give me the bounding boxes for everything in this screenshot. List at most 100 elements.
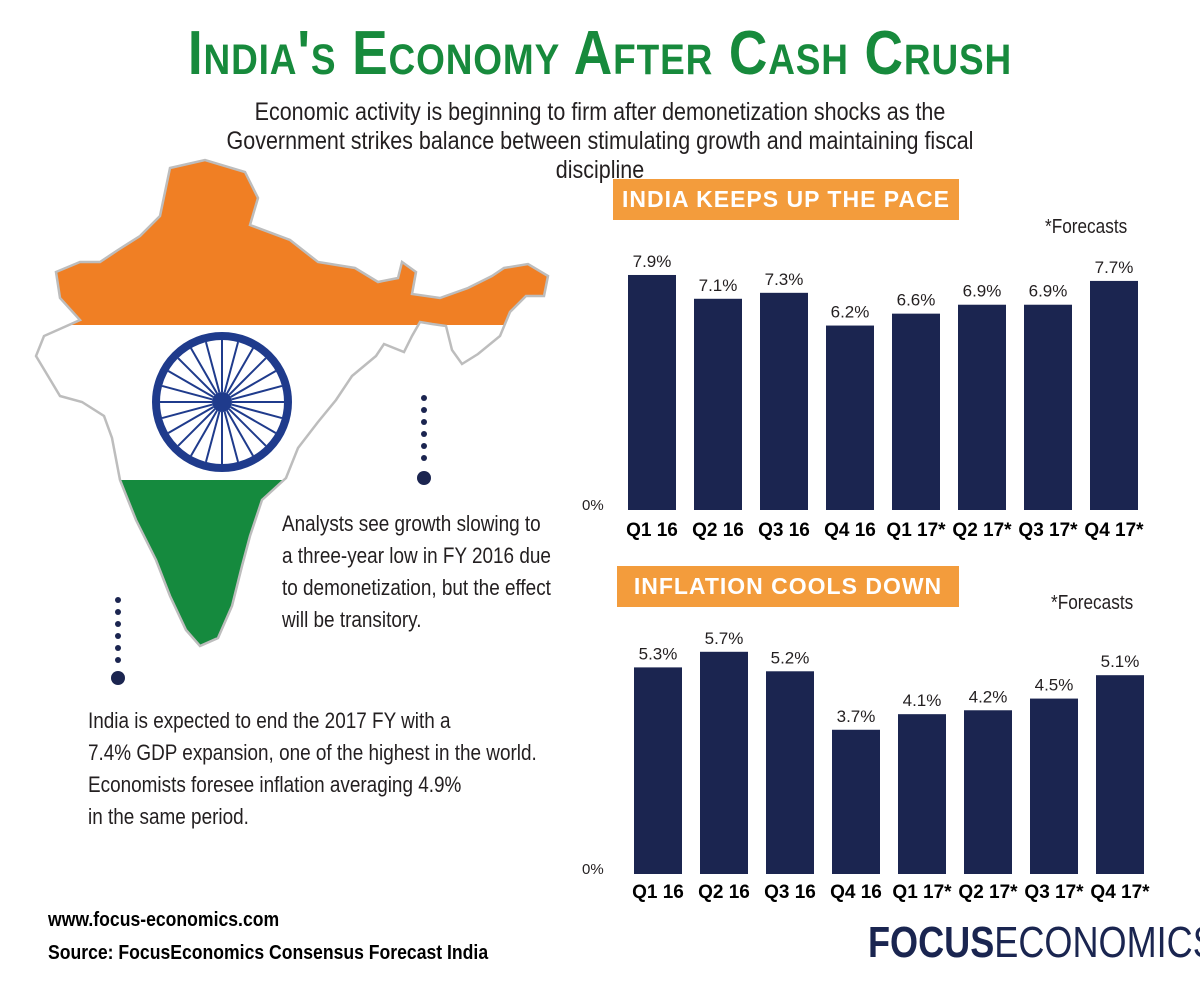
bar	[1090, 280, 1138, 510]
focuseconomics-logo: FOCUSECONOMICS	[868, 918, 1200, 968]
chakra-spoke	[190, 410, 218, 457]
connector-dots-left	[115, 597, 121, 663]
x-tick-label: Q1 16	[632, 882, 684, 903]
bar	[892, 313, 940, 510]
inflation-forecasts-note: *Forecasts	[1051, 592, 1134, 614]
bar	[826, 325, 874, 510]
logo-light-part: ECONOMICS	[994, 918, 1200, 967]
ashoka-chakra-icon	[152, 332, 292, 472]
bar-value-label: 4.1%	[903, 691, 942, 710]
bar-value-label: 7.1%	[699, 276, 738, 295]
bar	[832, 729, 880, 874]
chakra-spoke	[226, 347, 254, 394]
chakra-spoke	[190, 347, 218, 394]
page-title: India's Economy After Cash Crush	[187, 19, 1013, 88]
bar	[964, 710, 1012, 874]
bar-value-label: 5.3%	[639, 644, 678, 663]
footer-source: Source: FocusEconomics Consensus Forecas…	[48, 942, 489, 964]
growth-note-line: a three-year low in FY 2016 due	[282, 543, 551, 568]
bar	[628, 274, 676, 510]
y-axis-zero-label: 0%	[582, 497, 604, 514]
chakra-spoke	[230, 370, 277, 398]
inflation-chart-title: INFLATION COOLS DOWN	[617, 566, 959, 607]
chakra-spoke	[228, 357, 267, 396]
bar-value-label: 7.3%	[765, 270, 804, 289]
chakra-spoke	[231, 403, 283, 420]
chakra-spoke	[231, 384, 283, 401]
growth-note-line: to demonetization, but the effect	[282, 575, 551, 600]
chakra-spoke	[161, 403, 213, 420]
connector-dots-right	[417, 395, 431, 485]
bar	[694, 298, 742, 510]
logo-bold-part: FOCUS	[868, 918, 995, 967]
bar	[634, 667, 682, 874]
inflation-bar-chart: 0% 5.3% Q1 16 5.7% Q2 16 5.2% Q3 16 3.7% Q4 16 4.…	[582, 630, 1150, 903]
bar-value-label: 4.5%	[1035, 676, 1074, 695]
x-tick-label: Q3 16	[764, 882, 816, 903]
x-tick-label: Q1 17*	[892, 882, 952, 903]
x-tick-label: Q1 16	[626, 520, 678, 541]
chakra-spoke	[177, 357, 216, 396]
x-tick-label: Q3 16	[758, 520, 810, 541]
chakra-spoke	[223, 341, 240, 393]
x-tick-label: Q4 16	[830, 882, 882, 903]
bar-value-label: 5.1%	[1101, 652, 1140, 671]
bar-value-label: 6.9%	[963, 282, 1002, 301]
x-tick-label: Q2 17*	[958, 882, 1018, 903]
chakra-spoke	[228, 408, 267, 447]
x-tick-label: Q2 17*	[952, 520, 1012, 541]
growth-bar-chart: 0% 7.9% Q1 16 7.1% Q2 16 7.3% Q3 16 6.2% Q4 16 6.…	[582, 252, 1144, 541]
india-flag-map	[34, 158, 550, 663]
x-tick-label: Q2 16	[692, 520, 744, 541]
flag-saffron-band	[36, 160, 548, 325]
growth-note-line: Analysts see growth slowing to	[282, 511, 541, 536]
growth-note-line: will be transitory.	[282, 607, 422, 632]
bar	[898, 714, 946, 874]
chakra-spoke	[230, 406, 277, 434]
outlook-note-line: in the same period.	[88, 804, 249, 829]
bar	[1030, 698, 1078, 874]
chakra-spoke	[204, 341, 221, 393]
x-tick-label: Q2 16	[698, 882, 750, 903]
bar-value-label: 6.9%	[1029, 282, 1068, 301]
y-axis-zero-label: 0%	[582, 861, 604, 878]
chakra-spoke	[177, 408, 216, 447]
growth-note: Analysts see growth slowing to a three-y…	[282, 508, 551, 636]
bar-value-label: 7.7%	[1095, 258, 1134, 277]
x-tick-label: Q4 16	[824, 520, 876, 541]
bar-value-label: 4.2%	[969, 687, 1008, 706]
page-subtitle: Economic activity is beginning to firm a…	[226, 98, 974, 184]
footer-url[interactable]: www.focus-economics.com	[48, 909, 280, 931]
bar-value-label: 5.2%	[771, 648, 810, 667]
bar-value-label: 3.7%	[837, 707, 876, 726]
growth-chart-title: INDIA KEEPS UP THE PACE	[613, 179, 959, 220]
outlook-note-line: 7.4% GDP expansion, one of the highest i…	[88, 740, 537, 765]
bar	[700, 651, 748, 874]
bar-value-label: 7.9%	[633, 252, 672, 271]
bar-value-label: 5.7%	[705, 630, 744, 648]
growth-forecasts-note: *Forecasts	[1045, 216, 1128, 238]
bar	[1024, 304, 1072, 510]
bar-value-label: 6.2%	[831, 303, 870, 322]
outlook-note-line: Economists foresee inflation averaging 4…	[88, 772, 462, 797]
x-tick-label: Q1 17*	[886, 520, 946, 541]
chakra-spoke	[167, 406, 214, 434]
bar	[1096, 675, 1144, 874]
bar	[958, 304, 1006, 510]
chakra-spoke	[161, 384, 213, 401]
chakra-spoke	[223, 411, 240, 463]
chakra-spoke	[167, 370, 214, 398]
connector-dot-end	[111, 671, 125, 685]
india-outline	[34, 158, 550, 648]
outlook-note: India is expected to end the 2017 FY wit…	[88, 705, 537, 833]
chakra-spoke	[204, 411, 221, 463]
x-tick-label: Q4 17*	[1084, 520, 1144, 541]
x-tick-label: Q3 17*	[1018, 520, 1078, 541]
bar	[760, 292, 808, 510]
outlook-note-line: India is expected to end the 2017 FY wit…	[88, 708, 451, 733]
chakra-spoke	[226, 410, 254, 457]
x-tick-label: Q4 17*	[1090, 882, 1150, 903]
x-tick-label: Q3 17*	[1024, 882, 1084, 903]
bar	[766, 671, 814, 874]
bar-value-label: 6.6%	[897, 291, 936, 310]
